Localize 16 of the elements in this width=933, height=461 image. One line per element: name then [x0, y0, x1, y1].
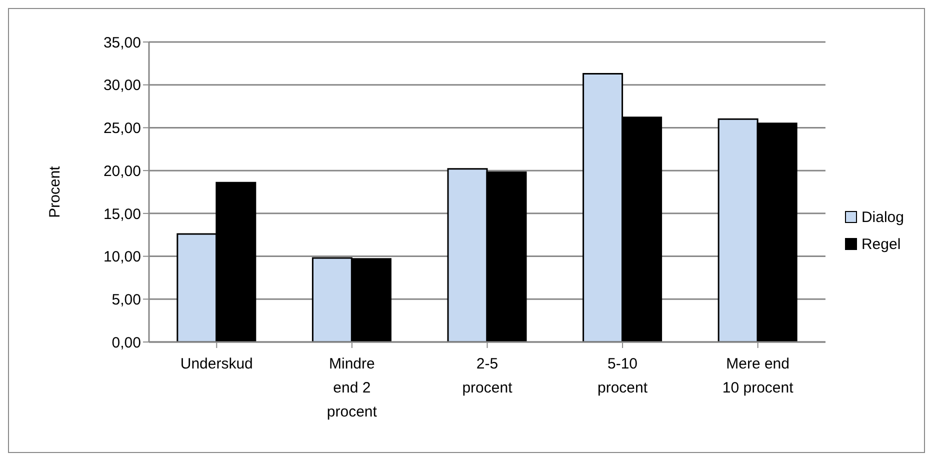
legend-label: Regel — [861, 236, 901, 252]
y-tick-label: 35,00 — [103, 34, 141, 52]
x-tick-label: Mere end 10 procent — [722, 356, 794, 397]
y-tick-label: 0,00 — [112, 334, 141, 352]
x-tick-label: 2-5 procent — [462, 356, 514, 397]
y-axis-title: Procent — [46, 165, 64, 218]
x-tick-label: Underskud — [180, 356, 253, 373]
y-tick-label: 5,00 — [112, 291, 141, 308]
y-tick-label: 30,00 — [103, 77, 141, 94]
x-tick-label: Mindre end 2 procent — [326, 356, 378, 421]
x-tick-label: 5-10 procent — [598, 356, 648, 397]
y-tick-label: 15,00 — [103, 206, 141, 223]
y-tick-label: 25,00 — [103, 120, 141, 138]
y-tick-label: 20,00 — [103, 162, 141, 180]
legend-label: Dialog — [861, 208, 904, 226]
y-tick-label: 10,00 — [103, 248, 141, 266]
